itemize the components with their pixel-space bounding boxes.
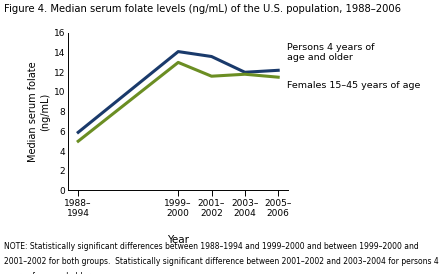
Text: NOTE: Statistically significant differences between 1988–1994 and 1999–2000 and : NOTE: Statistically significant differen…: [4, 242, 419, 252]
Text: 2001–2002 for both groups.  Statistically significant difference between 2001–20: 2001–2002 for both groups. Statistically…: [4, 257, 439, 266]
Text: years of age and older.: years of age and older.: [4, 272, 92, 274]
Text: Females 15–45 years of age: Females 15–45 years of age: [286, 81, 420, 90]
Text: Persons 4 years of
age and older: Persons 4 years of age and older: [286, 43, 374, 62]
Y-axis label: Median serum folate
(ng/mL): Median serum folate (ng/mL): [28, 61, 50, 162]
Text: Figure 4. Median serum folate levels (ng/mL) of the U.S. population, 1988–2006: Figure 4. Median serum folate levels (ng…: [4, 4, 401, 14]
X-axis label: Year: Year: [167, 235, 189, 245]
